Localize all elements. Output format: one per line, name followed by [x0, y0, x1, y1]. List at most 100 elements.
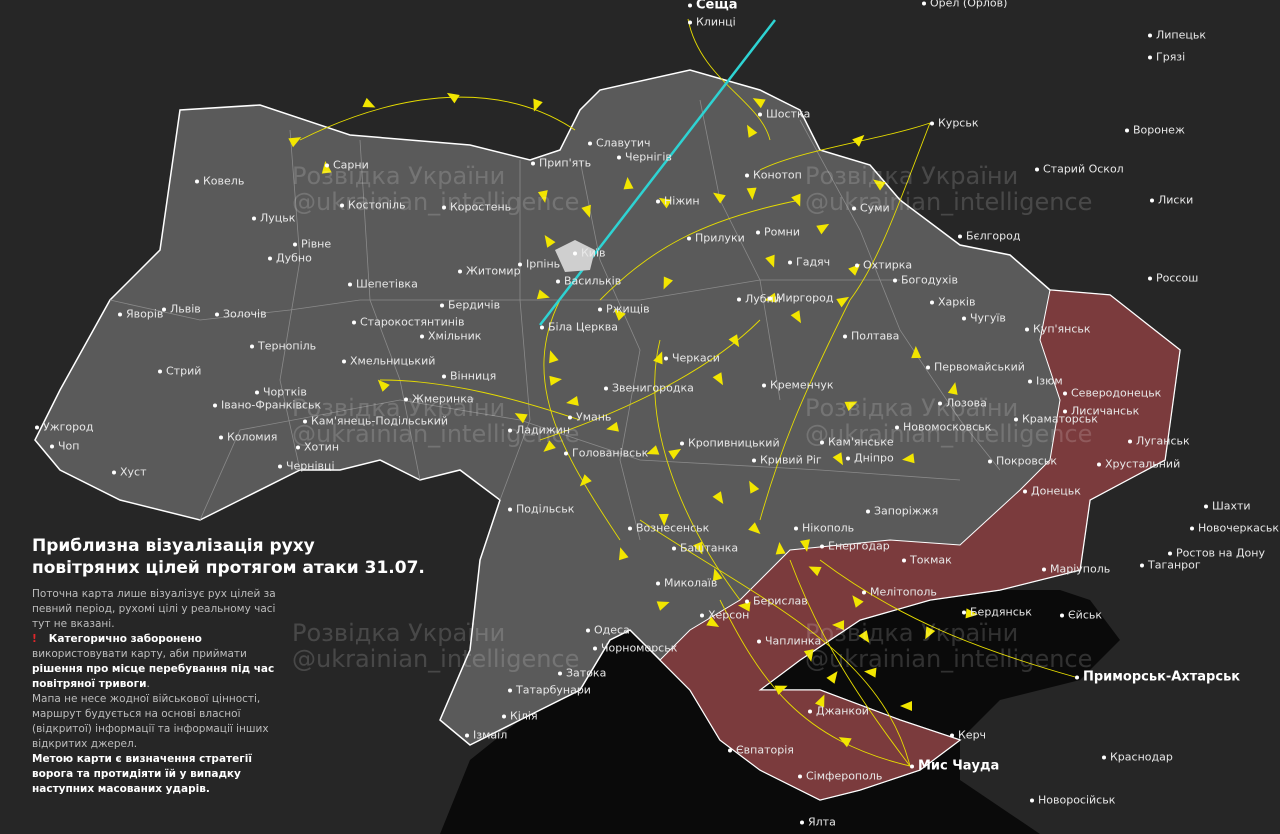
- city-label: Херсон: [700, 609, 749, 622]
- target-arrow-icon: [658, 513, 669, 526]
- city-label: Липецьк: [1148, 29, 1206, 42]
- title-line1: Приблизна візуалізація руху: [32, 536, 315, 556]
- city-label: Костопіль: [340, 199, 406, 212]
- city-label: Новоросійськ: [1030, 794, 1115, 807]
- city-label: Кілія: [502, 710, 538, 723]
- target-arrow-icon: [832, 620, 845, 631]
- note-value: Мапа не несе жодної військової цінності,…: [32, 693, 269, 750]
- target-arrow-icon: [544, 235, 556, 248]
- target-arrow-icon: [533, 98, 543, 112]
- city-label: Славутич: [588, 137, 651, 150]
- target-arrow-icon: [606, 421, 619, 432]
- target-arrow-icon: [579, 474, 592, 487]
- target-arrow-icon: [746, 187, 757, 200]
- target-arrow-icon: [800, 539, 810, 552]
- map-goal: Метою карти є визначення стратегії ворог…: [32, 752, 292, 797]
- target-arrow-icon: [618, 547, 629, 561]
- city-label: Єйськ: [1060, 609, 1102, 622]
- target-arrow-icon: [852, 134, 865, 147]
- city-label: Куп'янськ: [1025, 323, 1091, 336]
- target-arrow-icon: [911, 346, 922, 359]
- city-label: Сарни: [325, 159, 369, 172]
- target-arrow-icon: [749, 480, 760, 494]
- city-label: Ніжин: [656, 195, 700, 208]
- city-label: Запоріжжя: [866, 505, 938, 518]
- city-label: Яворів: [118, 308, 163, 321]
- target-arrow-icon: [653, 351, 663, 365]
- city-label: Первомайський: [926, 361, 1025, 374]
- city-label: Воронеж: [1125, 124, 1185, 137]
- warning-bold: Категорично заборонено: [48, 633, 202, 645]
- target-arrow-icon: [858, 630, 870, 643]
- target-arrow-icon: [808, 566, 822, 577]
- city-label: Прилуки: [687, 232, 745, 245]
- target-arrow-icon: [646, 445, 660, 455]
- city-label: Краснодар: [1102, 751, 1173, 764]
- city-label: Ірпінь: [518, 258, 560, 271]
- city-label: Покровськ: [988, 455, 1057, 468]
- city-label: Черкаси: [664, 352, 720, 365]
- target-arrow-icon: [377, 379, 390, 392]
- city-label: Ладижин: [508, 424, 570, 437]
- city-label: Рівне: [293, 238, 331, 251]
- route-line: [687, 18, 771, 141]
- city-label: Бєлгород: [958, 230, 1020, 243]
- city-label: Хмельницький: [342, 355, 435, 368]
- target-arrow-icon: [566, 396, 579, 406]
- city-label: Шостка: [758, 108, 810, 121]
- city-label: Ржищів: [598, 303, 650, 316]
- city-label: Коломия: [219, 431, 277, 444]
- target-arrow-icon: [765, 254, 775, 268]
- target-arrow-icon: [902, 453, 915, 464]
- city-label: Мелітополь: [862, 586, 937, 599]
- watermark-line2: @ukrainian_intelligence: [292, 188, 580, 216]
- target-arrow-icon: [826, 671, 838, 684]
- watermark-line1: Розвідка України: [805, 619, 1019, 647]
- city-label: Хотин: [296, 441, 339, 454]
- city-label: Тернопіль: [250, 340, 316, 353]
- city-label: Кам'янець-Подільський: [303, 415, 448, 428]
- city-label: Хуст: [112, 466, 147, 479]
- watermark: Розвідка України @ukrainian_intelligence: [292, 620, 579, 672]
- route-line: [849, 122, 931, 301]
- target-arrow-icon: [549, 375, 562, 386]
- target-arrow-icon: [832, 452, 843, 466]
- route-line: [719, 599, 911, 767]
- target-arrow-icon: [712, 372, 723, 386]
- city-label: Шепетівка: [348, 278, 418, 291]
- city-label: Нікополь: [794, 522, 854, 535]
- city-label: Ізмаїл: [465, 729, 507, 742]
- city-label: Таганрог: [1140, 559, 1201, 572]
- city-label: Чоп: [50, 440, 79, 453]
- city-label: Чернівці: [278, 460, 335, 473]
- watermark-line1: Розвідка України: [805, 162, 1019, 190]
- target-arrow-icon: [838, 737, 852, 748]
- watermark: Розвідка України @ukrainian_intelligence: [805, 620, 1092, 672]
- goal-text: Метою карти є визначення стратегії ворог…: [32, 753, 252, 795]
- target-arrow-icon: [656, 601, 670, 611]
- city-label: Хмільник: [420, 330, 481, 343]
- target-arrow-icon: [844, 401, 858, 412]
- city-label: Умань: [568, 411, 611, 424]
- city-label: Чугуїв: [962, 312, 1006, 325]
- title-line2: повітряних цілей протягом атаки 31.07.: [32, 558, 425, 578]
- city-label: Ізюм: [1028, 375, 1063, 388]
- city-label: Конотоп: [745, 169, 802, 182]
- city-label: Миколаїв: [656, 577, 717, 590]
- target-arrow-icon: [668, 448, 682, 460]
- warning-bold2: рішення про місце перебування під час по…: [32, 663, 275, 690]
- city-label: Лиски: [1150, 194, 1193, 207]
- city-label: Луцьк: [252, 212, 295, 225]
- city-label: Вознесенськ: [628, 522, 709, 535]
- route-line: [759, 299, 851, 521]
- city-label: Донецьк: [1023, 485, 1081, 498]
- city-label: Золочів: [215, 308, 267, 321]
- watermark-line1: Розвідка України: [292, 619, 506, 647]
- target-arrow-icon: [362, 97, 376, 108]
- target-arrow-icon: [947, 382, 958, 395]
- watermark-line2: @ukrainian_intelligence: [805, 188, 1093, 216]
- city-label: Джанкой: [808, 705, 869, 718]
- city-label: Ковель: [195, 175, 244, 188]
- city-label: Прип'ять: [531, 157, 591, 170]
- city-label: Івано-Франківськ: [213, 399, 321, 412]
